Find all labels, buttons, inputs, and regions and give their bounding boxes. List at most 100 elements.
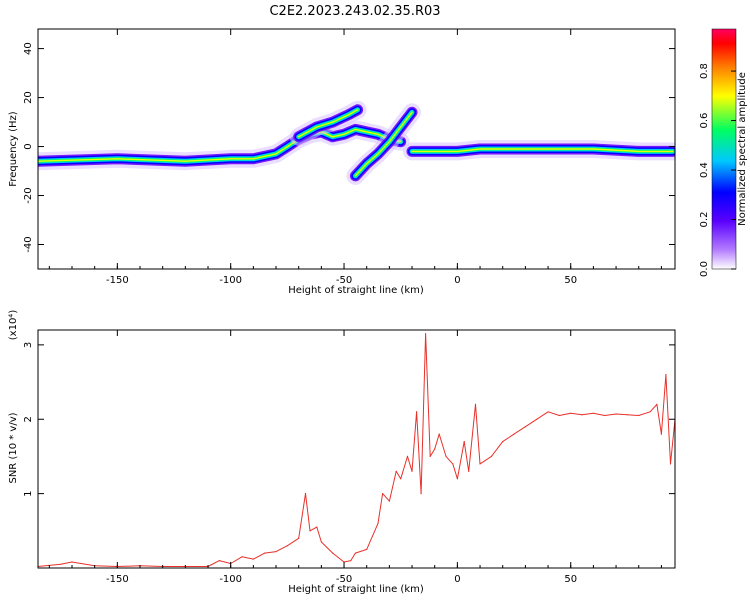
snr-point — [241, 556, 243, 558]
snr-point — [626, 414, 629, 416]
spectrogram-frame — [37, 28, 676, 270]
snr-point — [395, 470, 397, 472]
snr-frame — [37, 329, 676, 569]
y-tick-label: -20 — [23, 187, 34, 203]
y-tick-label: 20 — [23, 91, 34, 104]
snr-point — [316, 526, 318, 528]
snr-point — [60, 563, 62, 565]
snr-point — [400, 478, 402, 480]
snr-point — [463, 441, 465, 443]
colorbar-tick-label: 0.4 — [699, 162, 710, 178]
chart-title: C2E2.2023.243.02.35.R03 — [269, 4, 440, 19]
snr-point — [377, 522, 379, 525]
colorbar-tick-label: 0.6 — [699, 113, 710, 129]
x-tick-label: -100 — [219, 275, 242, 286]
snr-point — [592, 412, 595, 414]
spectral-ridge-3 — [411, 148, 674, 153]
snr-point — [354, 552, 356, 554]
snr-point — [452, 463, 454, 465]
snr-point — [298, 537, 300, 539]
x-tick-label: -150 — [106, 574, 129, 585]
snr-point — [429, 455, 431, 457]
snr-point — [479, 463, 481, 465]
snr-point — [275, 551, 277, 553]
snr-point — [218, 560, 220, 562]
snr-point — [350, 560, 352, 562]
snr-point — [420, 493, 422, 495]
snr-point — [264, 552, 266, 554]
snr-point — [468, 470, 470, 472]
snr-point — [524, 426, 527, 428]
colorbar-ticks: 0.0 0.2 0.4 0.6 0.8 — [699, 63, 736, 277]
snr-point — [502, 441, 504, 443]
snr-point — [411, 470, 413, 472]
colorbar-tick-label: 0.0 — [699, 261, 710, 277]
snr-point — [638, 414, 640, 417]
snr-point — [665, 374, 667, 376]
x-tick-label: -100 — [219, 574, 242, 585]
snr-point — [71, 561, 73, 563]
snr-point — [252, 558, 254, 560]
y-tick-label: -40 — [23, 236, 34, 252]
snr-point — [649, 411, 651, 413]
snr-point — [656, 403, 658, 405]
snr-plot-area — [38, 333, 675, 568]
snr-point — [388, 500, 390, 502]
colorbar: 0.0 0.2 0.4 0.6 0.8 Normalized spectral ampl… — [699, 28, 748, 277]
snr-point — [434, 448, 436, 450]
spectrogram-axes: -150 -100 -50 0 50 -40 -20 0 20 40 — [23, 29, 675, 286]
x-tick-label: 50 — [564, 275, 577, 286]
snr-point — [536, 418, 538, 420]
colorbar-gradient — [711, 28, 737, 270]
snr-point — [416, 411, 418, 413]
snr-point — [304, 493, 307, 495]
snr-point — [382, 493, 384, 495]
y-tick-label: 40 — [23, 42, 34, 55]
snr-point — [660, 433, 663, 435]
colorbar-tick-label: 0.2 — [699, 212, 710, 228]
spectrogram-panel: -150 -100 -50 0 50 -40 -20 0 20 40 Height of stra… — [8, 28, 676, 296]
snr-axes: -150 -100 -50 0 50 1 2 3 — [23, 330, 675, 585]
snr-point — [332, 552, 334, 554]
snr-point — [438, 433, 440, 435]
snr-point — [445, 455, 447, 457]
x-tick-label: 50 — [564, 574, 577, 585]
snr-y-axis-label: SNR (10 * v/v) — [8, 412, 19, 483]
spectral-ridge-2 — [354, 111, 413, 177]
x-tick-label: -150 — [106, 275, 129, 286]
snr-point — [513, 433, 515, 435]
snr-x-axis-label: Height of straight line (km) — [288, 584, 424, 595]
snr-point — [669, 463, 672, 465]
snr-point — [425, 333, 427, 335]
snr-point — [309, 530, 311, 532]
snr-point — [547, 411, 549, 413]
snr-panel: -150 -100 -50 0 50 1 2 3 Height of straight lin… — [8, 310, 676, 595]
y-tick-label: 0 — [23, 143, 34, 149]
snr-point — [490, 455, 492, 457]
snr-point — [320, 541, 322, 543]
colorbar-label: Normalized spectral amplitude — [737, 72, 748, 226]
x-tick-label: 0 — [454, 275, 460, 286]
snr-point — [570, 412, 572, 414]
x-tick-label: 0 — [454, 574, 460, 585]
snr-point — [406, 455, 409, 457]
spectrogram-plot-area — [38, 100, 675, 185]
y-tick-label: 1 — [23, 490, 34, 496]
snr-point — [581, 414, 583, 416]
snr-series-line — [38, 333, 675, 567]
snr-point — [456, 478, 458, 480]
x-tick-label: -50 — [336, 574, 352, 585]
snr-point — [558, 414, 561, 417]
x-tick-label: -50 — [336, 275, 352, 286]
snr-point — [286, 545, 288, 547]
colorbar-tick-label: 0.8 — [699, 63, 710, 79]
snr-point — [615, 413, 617, 415]
spectrogram-y-axis-label: Frequency (Hz) — [8, 111, 19, 187]
snr-y-axis-unit: (x10⁴) — [8, 310, 19, 341]
y-tick-label: 3 — [23, 342, 34, 348]
snr-point — [366, 548, 368, 551]
y-tick-label: 2 — [23, 416, 34, 422]
snr-point — [474, 403, 477, 405]
snr-point — [604, 414, 606, 417]
